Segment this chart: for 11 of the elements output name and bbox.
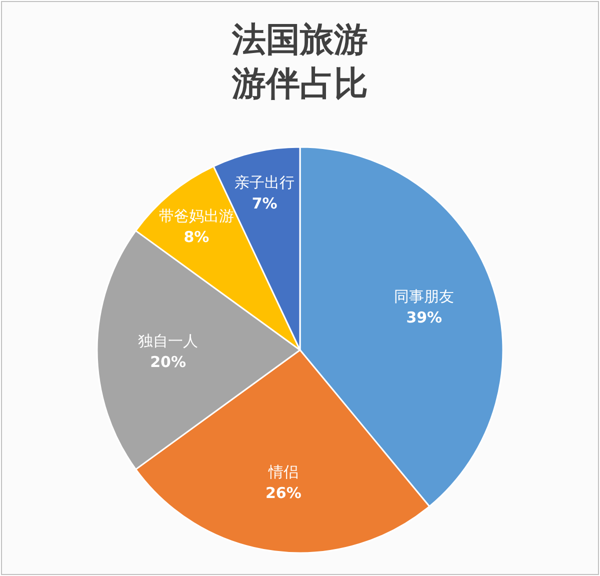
slice-label: 同事朋友 (394, 287, 454, 306)
data-label: 26% (266, 484, 302, 502)
data-label: 39% (406, 308, 442, 326)
slice-label: 独自一人 (138, 332, 198, 350)
data-label: 20% (150, 353, 186, 371)
slice-label: 带爸妈出游 (158, 206, 234, 225)
chart-title: 法国旅游游伴占比 (230, 19, 369, 106)
slice-label: 情侣 (267, 462, 298, 481)
data-label: 8% (184, 228, 210, 246)
slice-label: 亲子出行 (234, 174, 295, 192)
data-label: 7% (252, 194, 278, 213)
